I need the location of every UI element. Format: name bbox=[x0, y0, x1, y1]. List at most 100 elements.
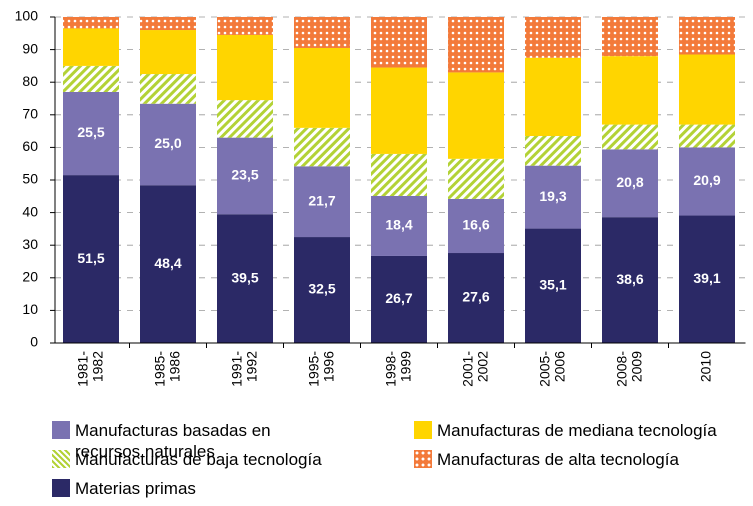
x-tick-label: 1995-1996 bbox=[305, 351, 336, 387]
bar-segment bbox=[448, 158, 504, 199]
bar-segment bbox=[217, 137, 273, 215]
bar-segment bbox=[525, 165, 581, 229]
y-tick-label: 90 bbox=[22, 40, 38, 56]
bar-segment bbox=[371, 255, 427, 343]
data-label: 23,5 bbox=[231, 167, 258, 183]
bar-segment bbox=[294, 237, 350, 343]
bar-segment bbox=[448, 72, 504, 159]
x-tick-label-line: 1981- bbox=[74, 351, 90, 387]
bar-segment bbox=[294, 166, 350, 238]
x-tick-label-line: 1995- bbox=[305, 351, 321, 387]
x-tick-label: 2001-2002 bbox=[459, 351, 490, 387]
data-label: 27,6 bbox=[462, 289, 489, 305]
x-tick-label: 2005-2006 bbox=[536, 351, 567, 387]
bar-segment bbox=[448, 198, 504, 254]
legend-label: Manufacturas de baja tecnología bbox=[75, 450, 322, 469]
x-tick-label-line: 1985- bbox=[151, 351, 167, 387]
data-label: 35,1 bbox=[539, 276, 566, 292]
data-label: 26,7 bbox=[385, 290, 412, 306]
y-tick-label: 60 bbox=[22, 138, 38, 154]
legend-swatch bbox=[414, 450, 432, 468]
legend-item: Materias primas bbox=[52, 478, 196, 499]
legend-item: Manufacturas basadas en recursos natural… bbox=[52, 420, 290, 462]
bar-segment bbox=[602, 56, 658, 125]
bar-segment bbox=[63, 175, 119, 343]
data-label: 19,3 bbox=[539, 188, 566, 204]
y-tick-label: 40 bbox=[22, 203, 38, 219]
legend-item: Manufacturas de mediana tecnología bbox=[414, 420, 717, 441]
y-tick-label: 100 bbox=[15, 8, 39, 24]
y-tick-label: 30 bbox=[22, 236, 38, 252]
x-tick-label-line: 1992 bbox=[243, 351, 259, 382]
x-tick-label-line: 2002 bbox=[474, 351, 490, 382]
data-label: 48,4 bbox=[154, 255, 181, 271]
bar-segment bbox=[371, 153, 427, 196]
legend-item: Manufacturas de alta tecnología bbox=[414, 449, 679, 470]
x-tick-label-line: 1982 bbox=[89, 351, 105, 382]
chart: 0 10 20 30 40 50 60 70 80 90 100 51,5 25,5 1981-1982 4… bbox=[15, 8, 746, 387]
data-label: 16,6 bbox=[462, 217, 489, 233]
bar-segment bbox=[217, 34, 273, 101]
x-tick-label-line: 2005- bbox=[536, 351, 552, 387]
x-tick-label-line: 1991- bbox=[228, 351, 244, 387]
x-tick-label: 1998-1999 bbox=[382, 351, 413, 387]
legend-swatch bbox=[414, 421, 432, 439]
x-tick-label-line: 1996 bbox=[320, 351, 336, 382]
bar-segment bbox=[63, 65, 119, 92]
bar-segment bbox=[63, 17, 119, 29]
bar-segment bbox=[525, 17, 581, 58]
bar-segment bbox=[63, 91, 119, 176]
bar-segment bbox=[448, 17, 504, 73]
bar-segment bbox=[217, 17, 273, 35]
data-label: 25,5 bbox=[77, 124, 104, 140]
legend-swatch bbox=[52, 479, 70, 497]
legend-label: Manufacturas de mediana tecnología bbox=[437, 421, 717, 440]
x-tick-label-line: 2001- bbox=[459, 351, 475, 387]
bar-segment bbox=[602, 17, 658, 57]
bar-segment bbox=[602, 149, 658, 218]
legend-label: Manufacturas de alta tecnología bbox=[437, 450, 679, 469]
x-tick-label: 1985-1986 bbox=[151, 351, 182, 387]
x-tick-label-line: 1998- bbox=[382, 351, 398, 387]
bar-segment bbox=[602, 217, 658, 343]
bar-segment bbox=[217, 100, 273, 138]
y-tick-label: 80 bbox=[22, 73, 38, 89]
x-tick-label: 1991-1992 bbox=[228, 351, 259, 387]
bar-segment bbox=[371, 17, 427, 68]
data-label: 20,8 bbox=[616, 174, 643, 190]
x-tick-label-line: 1999 bbox=[397, 351, 413, 382]
bar-segment bbox=[294, 17, 350, 48]
x-tick-label-line: 1986 bbox=[166, 351, 182, 382]
data-label: 21,7 bbox=[308, 192, 335, 208]
bar-segment bbox=[525, 57, 581, 136]
data-label: 32,5 bbox=[308, 281, 335, 297]
data-label: 51,5 bbox=[77, 250, 104, 266]
y-tick-label: 20 bbox=[22, 269, 38, 285]
y-tick-label: 10 bbox=[22, 301, 38, 317]
bar-segment bbox=[525, 228, 581, 343]
bar-segment bbox=[294, 47, 350, 128]
legend-swatch bbox=[52, 450, 70, 468]
data-label: 38,6 bbox=[616, 271, 643, 287]
x-tick-label: 2010 bbox=[698, 351, 714, 382]
bar-segment bbox=[140, 185, 196, 343]
bar-segment bbox=[679, 124, 735, 148]
bar-segment bbox=[140, 103, 196, 186]
bar-segment bbox=[371, 67, 427, 154]
x-tick-label: 2008-2009 bbox=[613, 351, 644, 387]
bar-segment bbox=[679, 215, 735, 343]
y-tick-label: 70 bbox=[22, 106, 38, 122]
data-label: 25,0 bbox=[154, 135, 181, 151]
bar-segment bbox=[63, 28, 119, 66]
x-tick-label-line: 2009 bbox=[628, 351, 644, 382]
x-tick-label-line: 2008- bbox=[613, 351, 629, 387]
bar-segment bbox=[602, 124, 658, 150]
bar-segment bbox=[371, 195, 427, 256]
bar-segment bbox=[679, 147, 735, 216]
bar-segment bbox=[525, 135, 581, 166]
bar-segment bbox=[679, 17, 735, 55]
legend-swatch bbox=[52, 421, 70, 439]
x-tick-label-line: 2006 bbox=[551, 351, 567, 382]
data-label: 20,9 bbox=[693, 172, 720, 188]
